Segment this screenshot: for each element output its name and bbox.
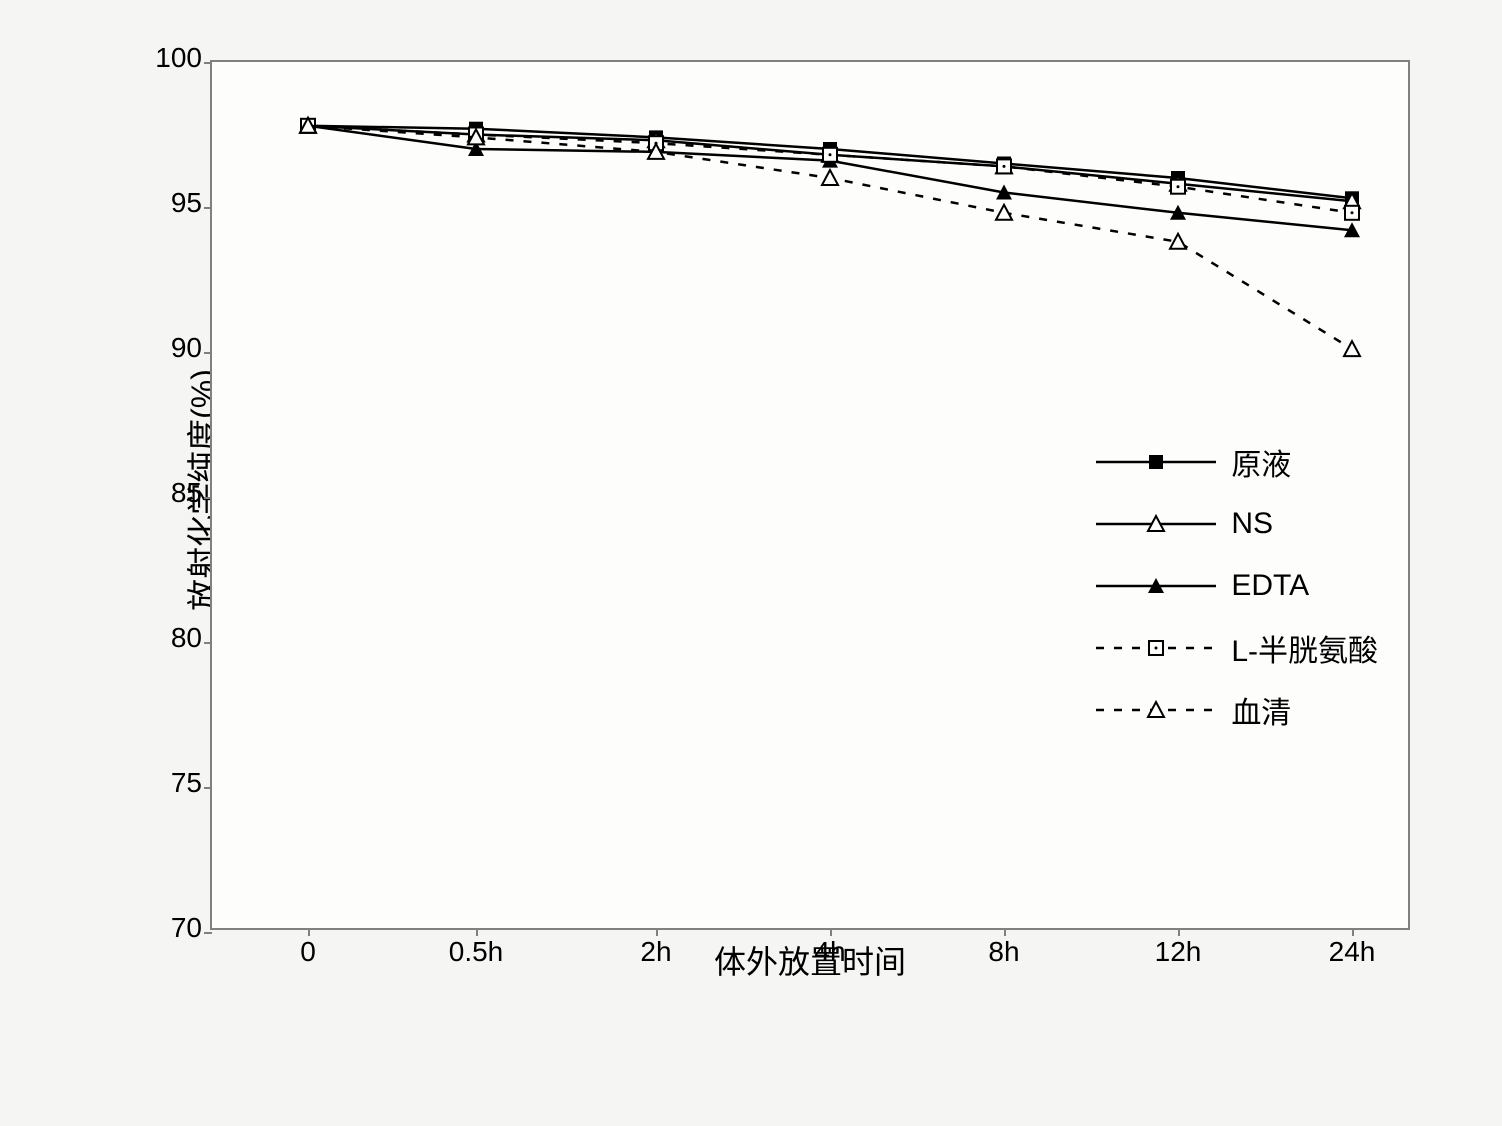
chart-container: 放射化学纯度(%) 原液NSEDTAL-半胱氨酸血清 体外放置时间 707580… [80,40,1460,1040]
legend-swatch [1096,566,1216,606]
x-tick-label: 2h [640,936,671,968]
x-tick-mark [1178,928,1180,936]
y-tick-label: 80 [171,622,202,654]
legend: 原液 NS EDTA L-半胱氨酸血清 [1096,442,1378,752]
legend-swatch [1096,442,1216,482]
series-marker [1170,234,1186,249]
y-tick-label: 100 [155,42,202,74]
y-tick-label: 70 [171,912,202,944]
y-tick-label: 90 [171,332,202,364]
y-tick-label: 95 [171,187,202,219]
y-tick-mark [204,932,212,934]
y-tick-label: 85 [171,477,202,509]
x-tick-mark [1004,928,1006,936]
legend-label: L-半胱氨酸 [1231,626,1378,670]
series-marker [822,170,838,185]
x-tick-mark [1352,928,1354,936]
y-tick-mark [204,352,212,354]
series-marker [1344,341,1360,356]
x-tick-label: 12h [1155,936,1202,968]
series-marker [1171,180,1185,194]
legend-label: 血清 [1231,688,1291,732]
x-tick-mark [830,928,832,936]
y-tick-mark [204,207,212,209]
x-tick-label: 24h [1329,936,1376,968]
legend-label: NS [1231,507,1273,541]
legend-item: NS [1096,504,1378,544]
series-marker [996,205,1012,220]
x-tick-mark [476,928,478,936]
legend-swatch [1096,628,1216,668]
x-tick-label: 0 [300,936,316,968]
x-axis-label: 体外放置时间 [714,937,906,983]
x-tick-mark [308,928,310,936]
x-tick-mark [656,928,658,936]
legend-item: 原液 [1096,442,1378,482]
legend-swatch [1096,504,1216,544]
y-tick-mark [204,497,212,499]
y-tick-mark [204,62,212,64]
series-marker [997,159,1011,173]
series-marker [823,148,837,162]
y-tick-mark [204,787,212,789]
legend-label: 原液 [1231,440,1291,484]
legend-swatch [1096,690,1216,730]
x-tick-label: 0.5h [449,936,504,968]
legend-item: L-半胱氨酸 [1096,628,1378,668]
series-marker [1345,206,1359,220]
y-tick-label: 75 [171,767,202,799]
legend-label: EDTA [1231,569,1309,603]
y-tick-mark [204,642,212,644]
legend-item: 血清 [1096,690,1378,730]
legend-item: EDTA [1096,566,1378,606]
x-tick-label: 4h [814,936,845,968]
x-tick-label: 8h [988,936,1019,968]
plot-area: 原液NSEDTAL-半胱氨酸血清 体外放置时间 7075808590951000… [210,60,1410,930]
